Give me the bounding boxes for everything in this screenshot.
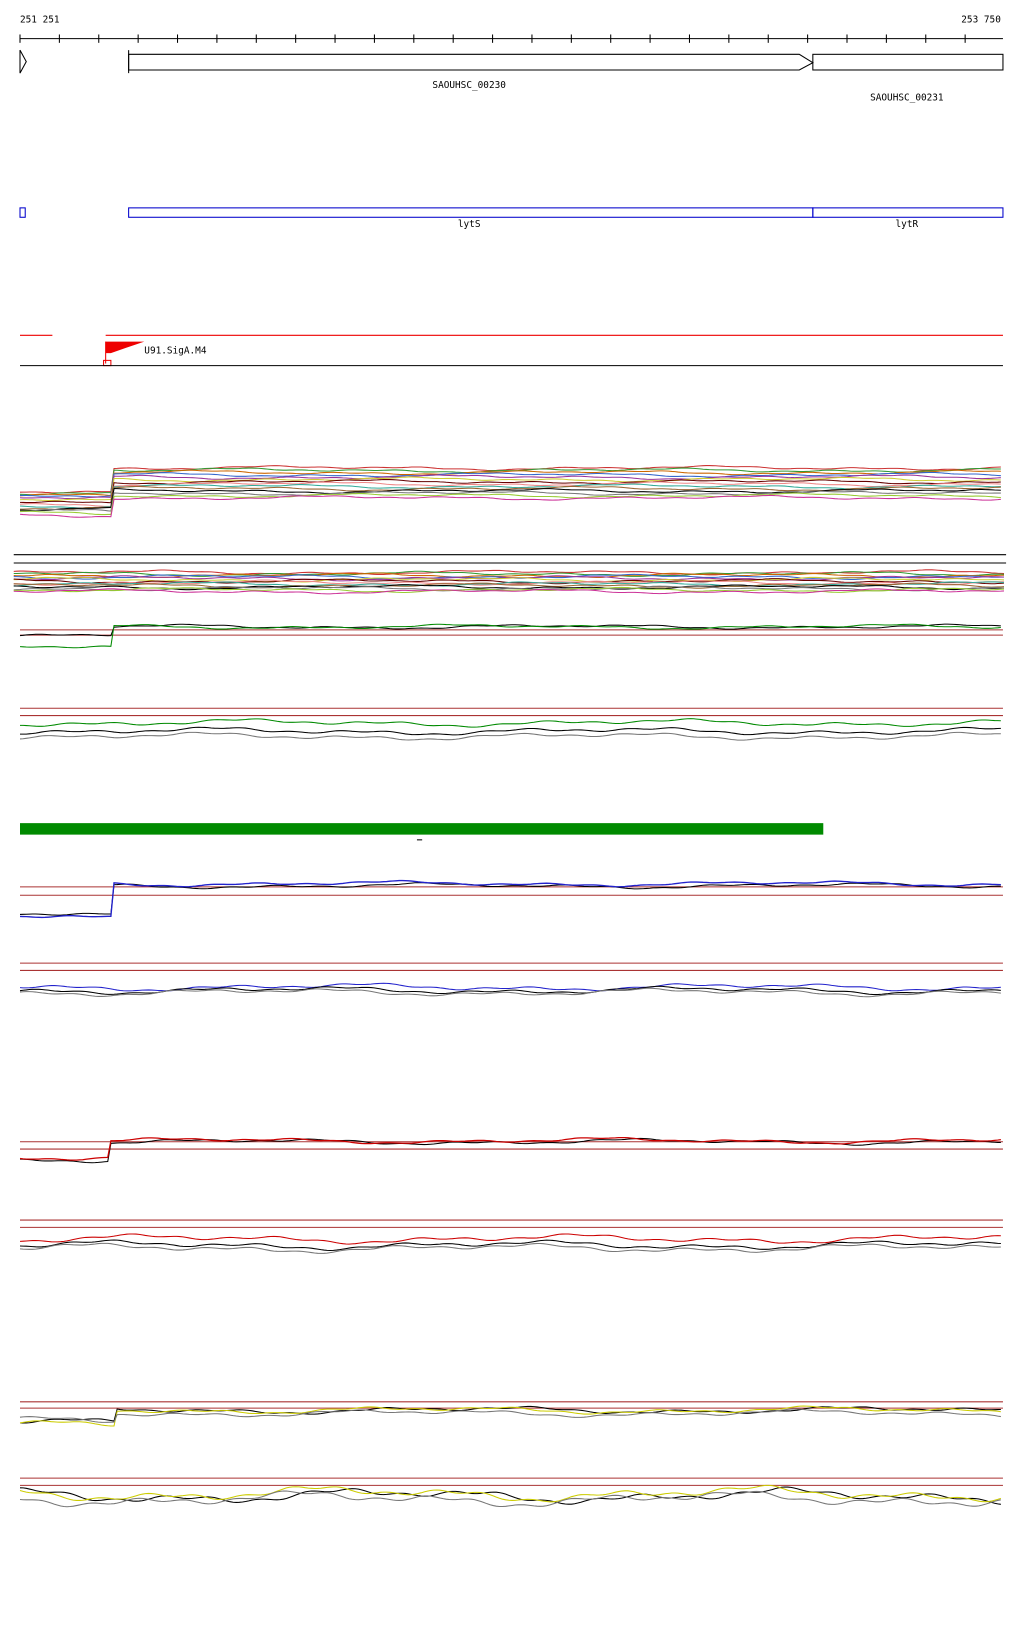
signal-trace bbox=[19, 1233, 1001, 1245]
signal-trace bbox=[19, 488, 1001, 512]
gene-arrow bbox=[128, 53, 814, 71]
gene-label: SAOUHSC_00230 bbox=[432, 80, 506, 91]
signal-trace bbox=[19, 492, 1001, 516]
promoter-label: U91.SigA.M4 bbox=[144, 345, 207, 356]
signal-trace bbox=[19, 1239, 1001, 1251]
signal-trace bbox=[13, 588, 1005, 595]
signal-trace bbox=[13, 576, 1005, 583]
gene-arrow bbox=[19, 49, 27, 74]
signal-tracks bbox=[13, 465, 1005, 1508]
feature-label: lytS bbox=[458, 219, 481, 230]
signal-trace bbox=[19, 987, 1001, 998]
signal-trace bbox=[19, 471, 1001, 498]
signal-trace bbox=[13, 581, 1005, 587]
signal-trace bbox=[19, 1486, 1001, 1505]
signal-trace bbox=[19, 483, 1001, 509]
feature-box bbox=[128, 207, 814, 218]
signal-trace bbox=[13, 586, 1005, 594]
signal-trace bbox=[19, 879, 1001, 919]
promoter-flag bbox=[105, 341, 145, 354]
signal-trace bbox=[19, 623, 1001, 649]
feature-box bbox=[812, 207, 1004, 218]
signal-trace bbox=[19, 494, 1001, 518]
signal-trace bbox=[19, 1242, 1001, 1254]
gene-box bbox=[812, 53, 1004, 71]
signal-trace bbox=[13, 572, 1004, 579]
signal-trace bbox=[19, 1405, 1001, 1427]
coverage-bar bbox=[20, 823, 824, 835]
promoter-base bbox=[103, 359, 112, 367]
signal-trace bbox=[19, 476, 1001, 501]
signal-trace bbox=[19, 731, 1001, 741]
ruler-end: 253 750 bbox=[961, 14, 1001, 25]
signal-trace bbox=[19, 882, 1001, 916]
ruler-start: 251 251 bbox=[20, 14, 60, 25]
gene-label: SAOUHSC_00231 bbox=[870, 93, 944, 104]
feature-label: lytR bbox=[896, 219, 919, 230]
signal-trace bbox=[19, 718, 1001, 728]
signal-trace bbox=[19, 1408, 1001, 1423]
signal-trace bbox=[19, 1405, 1001, 1424]
signal-trace bbox=[19, 490, 1001, 513]
signal-trace bbox=[19, 465, 1001, 494]
signal-trace bbox=[19, 481, 1001, 507]
signal-trace bbox=[19, 1137, 1001, 1161]
signal-trace bbox=[19, 469, 1001, 497]
signal-trace bbox=[19, 1484, 1002, 1503]
feature-box bbox=[19, 207, 26, 218]
signal-trace bbox=[19, 1490, 1001, 1508]
signal-trace bbox=[13, 579, 1005, 586]
ruler-ticks bbox=[19, 34, 966, 43]
signal-trace bbox=[19, 623, 1001, 637]
signal-trace bbox=[19, 985, 1001, 996]
signal-trace bbox=[19, 726, 1001, 736]
